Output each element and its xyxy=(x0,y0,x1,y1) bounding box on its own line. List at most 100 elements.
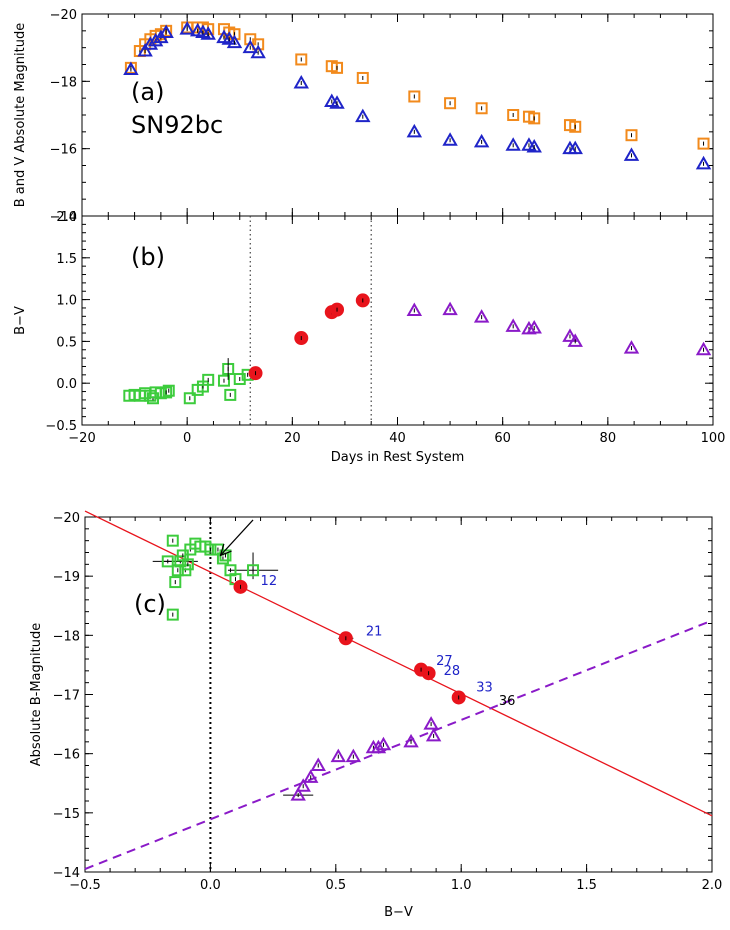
panel-a-series1-point xyxy=(505,137,521,151)
panel-c-series2-point xyxy=(345,748,362,763)
panel-a-series1-point xyxy=(695,155,712,170)
panel-b-xtick-label: 20 xyxy=(284,431,301,446)
panel-a-series0-point xyxy=(356,71,369,84)
panel-c-annotation: 36 xyxy=(499,694,516,709)
panel-a-series0-point xyxy=(331,61,344,74)
panel-b-series0-point xyxy=(202,373,215,386)
panel-a-series0-point xyxy=(444,97,457,110)
panel-b-series2-point xyxy=(406,302,423,316)
panel-a-series1-point xyxy=(200,26,216,40)
panel-c-annotation: 21 xyxy=(366,624,383,639)
panel-b-frame xyxy=(81,215,714,426)
panel-c-series0-point xyxy=(161,555,174,568)
panel-a-object-label: SN92bc xyxy=(131,111,223,139)
panel-b-series2-point xyxy=(473,309,490,323)
panel-a-series0-point xyxy=(528,112,541,125)
panel-c-series0-point xyxy=(166,608,179,621)
panel-a-ytick-label: −20 xyxy=(50,8,77,23)
panel-c-ytick-label: −18 xyxy=(53,629,80,644)
panel-c-series2-point xyxy=(425,727,442,742)
panel-c-series2-point xyxy=(403,733,419,748)
panel-c-series0-point xyxy=(181,558,194,571)
panel-c-series2-point xyxy=(423,716,439,730)
panel-b-series2-point xyxy=(695,341,712,356)
panel-a-series1-point xyxy=(526,138,542,153)
panel-a-ytick-label: −18 xyxy=(50,75,77,90)
panel-c-ytick-label: −17 xyxy=(53,689,80,704)
panel-a-series1-point xyxy=(242,39,258,54)
panel-a-series0-point xyxy=(507,109,520,121)
panel-a-series1-point xyxy=(147,32,164,47)
panel-b-series0-point xyxy=(224,388,237,401)
panel-a-series0-point xyxy=(569,120,582,133)
panel-b-xtick-label: 100 xyxy=(701,431,726,446)
panel-a-series1-point xyxy=(473,133,490,148)
panel-c-annotation: 27 xyxy=(436,654,453,669)
panel-a-series1-point xyxy=(623,147,640,161)
panel-c-xtick-label: −0.5 xyxy=(69,878,101,893)
panel-c-ytick-label: −20 xyxy=(53,511,80,526)
panel-a-series1-point xyxy=(179,21,195,35)
panel-b-ytick-label: 2.0 xyxy=(56,210,77,225)
panel-b-label: (b) xyxy=(131,243,165,271)
panel-b-series2-point xyxy=(562,328,578,342)
panel-a-series1-point xyxy=(158,24,174,39)
panel-b-series2-point xyxy=(567,333,583,347)
panel-c-series2-point xyxy=(310,757,326,771)
panel-b-xtick-label: 40 xyxy=(389,431,406,446)
panel-a-label: (a) xyxy=(131,78,164,106)
panel-a-ylabel: B and V Absolute Magnitude xyxy=(13,23,28,208)
panel-c-ytick-label: −15 xyxy=(53,807,80,822)
panel-a-series1-point xyxy=(123,61,139,76)
panel-c-xtick-label: 0.5 xyxy=(325,878,346,893)
panel-c-label: (c) xyxy=(134,590,166,618)
panel-c-series2-point xyxy=(370,739,387,754)
panel-c-annotation: 28 xyxy=(444,664,461,679)
panel-a-series0-point xyxy=(697,137,710,150)
panel-c-series0-point xyxy=(204,543,217,556)
panel-a-series1-point xyxy=(137,43,153,57)
panel-a-series1-point xyxy=(293,75,309,89)
panel-c-xtick-label: 1.5 xyxy=(576,878,597,893)
panel-a-series1-point xyxy=(406,123,423,138)
panel-a-series0-point xyxy=(475,102,488,115)
panel-c-annotation: 33 xyxy=(476,681,493,696)
panel-c-ylabel: Absolute B-Magnitude xyxy=(29,623,44,766)
panel-c-xtick-label: 0.0 xyxy=(200,878,221,893)
panel-c-xlabel: B−V xyxy=(384,905,413,920)
panel-a-series1-point xyxy=(355,108,371,123)
panel-a-series0-point xyxy=(295,53,308,66)
panel-c-frame xyxy=(84,516,713,873)
panel-b-series2-point xyxy=(623,340,640,354)
panel-a-series0-point xyxy=(625,129,638,142)
panel-b-series0-point xyxy=(217,374,230,387)
panel-b-ytick-label: −0.5 xyxy=(45,419,77,434)
panel-b-series0-point xyxy=(162,384,175,397)
panel-a-series0-point xyxy=(408,90,421,103)
panel-b-series0-point xyxy=(160,386,173,399)
panel-b-ylabel: B−V xyxy=(13,306,28,335)
panel-a-series0-point xyxy=(252,38,265,51)
panel-c-arrow xyxy=(219,519,254,556)
panel-c-series2-point xyxy=(295,778,311,792)
panel-c-series2-point xyxy=(290,787,306,801)
panel-b-xtick-label: 60 xyxy=(494,431,511,446)
panel-b-ytick-label: 1.0 xyxy=(56,294,77,309)
panel-a-series1-point xyxy=(442,132,458,146)
panel-b-series0-point xyxy=(183,392,196,405)
panel-c-xtick-label: 2.0 xyxy=(702,878,723,893)
panel-a-series1-point xyxy=(567,140,583,155)
panel-a-ytick-label: −16 xyxy=(50,143,77,158)
panel-c-series2-point xyxy=(330,748,347,763)
panel-b-xtick-label: −20 xyxy=(68,431,95,446)
panel-c-series0-point xyxy=(169,576,182,589)
panel-c-series0-point xyxy=(247,564,260,577)
panel-c-series2-point xyxy=(302,769,319,783)
panel-b-ytick-label: 0.5 xyxy=(56,335,77,350)
panel-a-series1-point xyxy=(221,31,237,45)
panel-c-arrow-head xyxy=(219,543,232,557)
panel-b-ytick-label: 0.0 xyxy=(56,377,77,392)
panel-b-series2-point xyxy=(442,301,458,316)
panel-c-ytick-label: −16 xyxy=(53,748,80,763)
